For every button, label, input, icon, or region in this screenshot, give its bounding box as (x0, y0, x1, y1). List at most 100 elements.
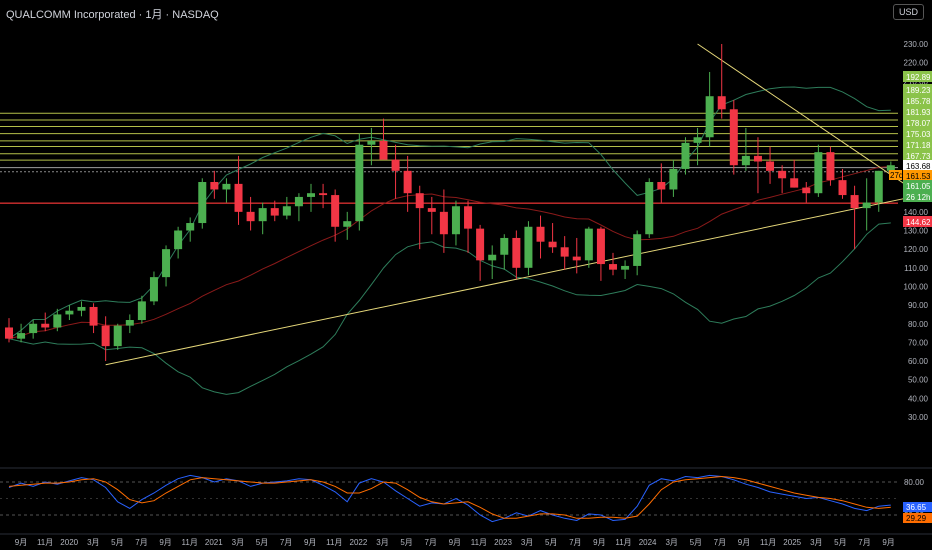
x-tick-label: 9月 (882, 538, 894, 547)
candle-body (862, 202, 871, 209)
candle-body (331, 195, 340, 227)
candle-body (89, 306, 98, 326)
x-tick-label: 2020 (60, 538, 78, 547)
price-level-tag-bg (903, 128, 932, 139)
candle-body (17, 333, 26, 339)
x-tick-label: 5月 (545, 538, 557, 547)
x-tick-label: 9月 (15, 538, 27, 547)
x-tick-label: 2021 (205, 538, 223, 547)
y-tick-label: 140.00 (904, 208, 929, 217)
x-tick-label: 7月 (280, 538, 292, 547)
bollinger-basis-line (8, 166, 891, 340)
price-level-tag: 144.62 (906, 218, 931, 227)
candle-body (802, 187, 811, 194)
price-level-tag-bg (903, 216, 932, 227)
candle-body (379, 140, 388, 160)
candle-body (705, 96, 714, 138)
x-tick-label: 9月 (593, 538, 605, 547)
candle-body (137, 301, 146, 321)
currency-button[interactable]: USD (892, 4, 924, 20)
x-tick-label: 5月 (690, 538, 702, 547)
price-level-tag: 181.93 (906, 108, 931, 117)
stoch-d-value: 29.29 (906, 514, 927, 523)
candle-body (439, 211, 448, 235)
x-tick-label: 9月 (449, 538, 461, 547)
x-tick-label: 5月 (834, 538, 846, 547)
x-tick-label: 11月 (37, 538, 53, 547)
candle-body (524, 226, 533, 268)
candle-body (838, 180, 847, 196)
price-level-tag: 175.03 (906, 130, 931, 139)
x-tick-label: 5月 (111, 538, 123, 547)
candle-body (596, 228, 605, 265)
candle-body (741, 155, 750, 166)
y-tick-label: 80.00 (908, 320, 929, 329)
x-tick-label: 11月 (326, 538, 342, 547)
ascending-trendline[interactable] (105, 194, 922, 366)
candle-body (29, 323, 38, 334)
candle-body (162, 249, 171, 278)
candle-body (294, 196, 303, 207)
candle-body (621, 265, 630, 270)
x-tick-label: 7月 (135, 538, 147, 547)
candle-body (874, 170, 883, 203)
y-tick-label: 40.00 (908, 394, 929, 403)
candle-body (258, 208, 267, 222)
y-tick-label: 60.00 (908, 357, 929, 366)
candle-body (681, 142, 690, 169)
x-tick-label: 3月 (810, 538, 822, 547)
candle-body (101, 325, 110, 347)
descending-trendline[interactable] (697, 43, 922, 196)
y-tick-label: 130.00 (904, 227, 929, 236)
price-level-tag-bg (903, 160, 932, 171)
x-tick-label: 9月 (159, 538, 171, 547)
price-level-tag: 161.05 (906, 182, 931, 191)
y-tick-label: 70.00 (908, 338, 929, 347)
x-tick-label: 2025 (783, 538, 801, 547)
candle-body (729, 109, 738, 166)
candle-body (790, 178, 799, 188)
x-tick-label: 7月 (424, 538, 436, 547)
price-level-tag: 192.89 (906, 73, 931, 82)
y-tick-label: 50.00 (908, 376, 929, 385)
candle-body (222, 183, 231, 190)
candle-body (198, 182, 207, 224)
bollinger-lower-line (8, 222, 891, 395)
price-level-tag: 189.23 (906, 86, 931, 95)
x-tick-label: 2023 (494, 538, 512, 547)
x-tick-label: 7月 (858, 538, 870, 547)
candle-body (65, 310, 74, 315)
price-level-tag-bg (903, 95, 932, 106)
x-tick-label: 11月 (615, 538, 631, 547)
x-tick-label: 3月 (376, 538, 388, 547)
stoch-k-tag-bg (903, 502, 932, 512)
candle-body (234, 183, 243, 212)
candle-body (633, 234, 642, 266)
x-tick-label: 5月 (256, 538, 268, 547)
candle-body (584, 228, 593, 261)
price-level-tag-bg (903, 106, 932, 117)
price-level-tag-bg (903, 84, 932, 95)
y-tick-label: 30.00 (908, 413, 929, 422)
candle-body (766, 161, 775, 171)
candle-body (693, 137, 702, 143)
y-tick-label: 230.00 (904, 40, 929, 49)
candle-body (282, 206, 291, 216)
price-level-tag: 163.68 (906, 162, 931, 171)
y-tick-label: 90.00 (908, 301, 929, 310)
x-tick-label: 9月 (304, 538, 316, 547)
price-level-tag: 178.07 (906, 119, 931, 128)
candle-body (814, 152, 823, 194)
price-level-tag: 185.78 (906, 97, 931, 106)
candle-body (319, 193, 328, 196)
bollinger-upper-line (8, 86, 891, 340)
candle-body (778, 170, 787, 179)
stochastic-d-line (8, 475, 891, 519)
candle-body (548, 241, 557, 248)
x-tick-label: 3月 (232, 538, 244, 547)
candle-body (125, 320, 134, 326)
x-tick-label: 11月 (760, 538, 776, 547)
price-level-tag-bg (903, 71, 932, 82)
candle-body (149, 277, 158, 302)
